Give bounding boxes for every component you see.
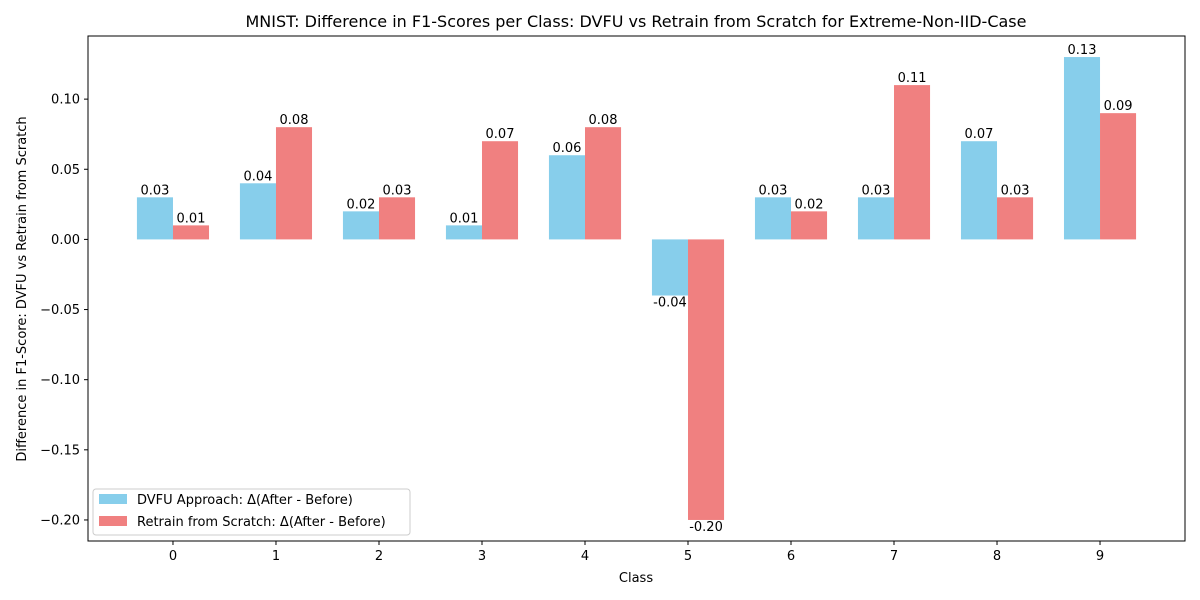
data-label-retrain-class-3: 0.07 (486, 127, 515, 142)
bar-dvfu-class-2 (342, 211, 379, 240)
data-label-retrain-class-9: 0.09 (1104, 99, 1133, 114)
bar-retrain-class-6 (791, 211, 828, 240)
data-label-dvfu-class-5: -0.04 (653, 296, 687, 311)
bar-retrain-class-2 (378, 197, 416, 240)
x-tick-label-1: 1 (272, 549, 280, 564)
bar-retrain-class-3 (481, 141, 519, 240)
bar-retrain-class-4 (585, 127, 622, 240)
x-tick-label-4: 4 (581, 549, 589, 564)
plot-frame (87, 35, 1186, 542)
data-label-dvfu-class-0: 0.03 (140, 183, 169, 198)
y-tick-label-3: −0.05 (40, 303, 80, 318)
data-label-dvfu-class-4: 0.06 (552, 141, 581, 156)
bar-dvfu-class-7 (857, 197, 895, 240)
bar-dvfu-class-9 (1063, 57, 1101, 240)
data-labels-group: 0.03 0.04 0.02 0.01 0.06 -0.04 0.03 0.03 0.07 0.1… (140, 43, 1132, 535)
data-label-dvfu-class-7: 0.03 (862, 183, 891, 198)
y-tick-label-0: −0.20 (40, 513, 80, 528)
bar-retrain-class-9 (1100, 113, 1137, 240)
y-tick-label-1: −0.15 (40, 443, 80, 458)
x-tick-label-9: 9 (1096, 549, 1104, 564)
bar-retrain-class-8 (997, 197, 1034, 240)
y-tick-label-6: 0.10 (51, 93, 80, 108)
bar-dvfu-class-6 (754, 197, 792, 240)
bar-dvfu-class-1 (239, 183, 276, 240)
legend-label-retrain: Retrain from Scratch: Δ(After - Before) (137, 515, 386, 530)
data-label-retrain-class-6: 0.02 (795, 197, 824, 212)
x-tick-label-0: 0 (169, 549, 177, 564)
data-label-retrain-class-2: 0.03 (383, 183, 412, 198)
bar-retrain-class-0 (172, 225, 210, 240)
data-label-retrain-class-5: -0.20 (689, 520, 723, 535)
legend-swatch-dvfu (99, 494, 127, 504)
bars-group (136, 57, 1137, 520)
y-tick-label-4: 0.00 (51, 233, 80, 248)
bar-dvfu-class-3 (445, 225, 482, 240)
x-axis-ticks: 0 1 2 3 4 5 6 7 8 9 (169, 541, 1104, 564)
data-label-retrain-class-4: 0.08 (589, 113, 618, 128)
x-tick-label-3: 3 (478, 549, 486, 564)
legend-swatch-retrain (99, 516, 127, 526)
x-tick-label-7: 7 (890, 549, 898, 564)
data-label-dvfu-class-1: 0.04 (243, 169, 272, 184)
bar-dvfu-class-5 (651, 239, 688, 296)
x-axis-label: Class (619, 571, 653, 586)
data-label-dvfu-class-2: 0.02 (346, 197, 375, 212)
data-label-dvfu-class-9: 0.13 (1068, 43, 1097, 58)
legend-label-dvfu: DVFU Approach: Δ(After - Before) (137, 493, 353, 508)
data-label-retrain-class-0: 0.01 (177, 211, 206, 226)
y-axis-label: Difference in F1-Score: DVFU vs Retrain … (15, 116, 30, 461)
bar-retrain-class-7 (894, 85, 931, 240)
bar-retrain-class-5 (688, 239, 725, 520)
bar-retrain-class-1 (275, 127, 313, 240)
y-axis-ticks: −0.20 −0.15 −0.10 −0.05 0.00 0.05 0.10 (40, 93, 88, 528)
x-tick-label-8: 8 (993, 549, 1001, 564)
x-tick-label-6: 6 (787, 549, 795, 564)
chart-title: MNIST: Difference in F1-Scores per Class… (246, 12, 1027, 31)
data-label-retrain-class-7: 0.11 (898, 71, 927, 86)
x-tick-label-2: 2 (375, 549, 383, 564)
data-label-dvfu-class-3: 0.01 (449, 211, 478, 226)
data-label-retrain-class-1: 0.08 (280, 113, 309, 128)
data-label-retrain-class-8: 0.03 (1001, 183, 1030, 198)
x-tick-label-5: 5 (684, 549, 692, 564)
y-tick-label-5: 0.05 (51, 163, 80, 178)
data-label-dvfu-class-8: 0.07 (965, 127, 994, 142)
data-label-dvfu-class-6: 0.03 (759, 183, 788, 198)
bar-dvfu-class-4 (548, 155, 585, 240)
bar-dvfu-class-8 (960, 141, 998, 240)
bar-dvfu-class-0 (136, 197, 173, 240)
legend-frame (92, 488, 411, 536)
legend: DVFU Approach: Δ(After - Before) Retrain… (92, 488, 411, 536)
y-tick-label-2: −0.10 (40, 373, 80, 388)
